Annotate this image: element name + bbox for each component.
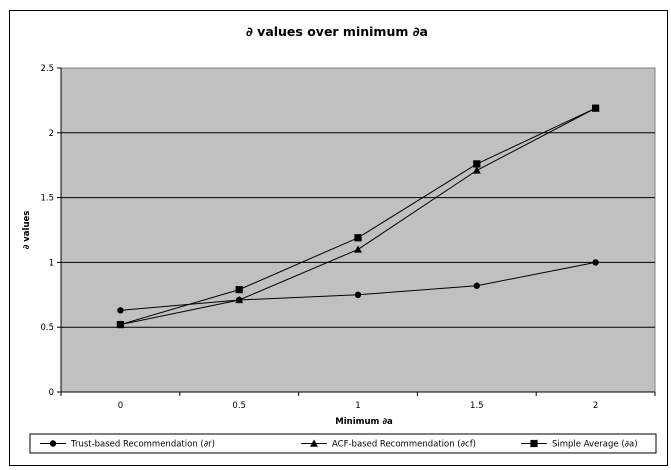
y-tick-label: 0 bbox=[49, 388, 54, 398]
axes bbox=[57, 67, 656, 396]
point-square bbox=[116, 321, 124, 329]
x-tick-label: 2 bbox=[593, 401, 598, 411]
y-axis-title: ∂ values bbox=[22, 211, 32, 250]
x-axis-title: Minimum ∂a bbox=[335, 417, 393, 427]
y-tick-label: 2 bbox=[49, 129, 54, 139]
point-square bbox=[473, 160, 481, 168]
legend-label: Trust-based Recommendation (∂r) bbox=[70, 440, 215, 450]
point-triangle bbox=[472, 166, 481, 174]
point-circle bbox=[354, 291, 362, 298]
legend: Trust-based Recommendation (∂r) ACF-based… bbox=[40, 439, 638, 450]
point-square bbox=[592, 104, 600, 112]
y-tick-label: 0.5 bbox=[40, 323, 54, 333]
legend-box bbox=[29, 433, 657, 454]
x-tick-label: 0 bbox=[118, 401, 123, 411]
legend-marker-triangle bbox=[310, 439, 318, 447]
point-circle bbox=[473, 282, 480, 289]
chart-title: ∂ values over minimum ∂a bbox=[246, 24, 428, 39]
point-triangle bbox=[235, 295, 244, 304]
legend-label: ACF-based Recommendation (∂cf) bbox=[332, 440, 476, 450]
legend-label: Simple Average (∂a) bbox=[552, 440, 638, 450]
legend-marker-square bbox=[530, 439, 538, 448]
point-triangle bbox=[354, 245, 362, 253]
legend-marker-circle bbox=[49, 440, 57, 447]
point-square bbox=[354, 234, 362, 242]
x-tick-label: 1 bbox=[355, 401, 360, 411]
gridlines bbox=[61, 132, 655, 328]
point-circle bbox=[117, 307, 124, 314]
x-tick-labels: 0 0.5 1 1.5 2 bbox=[118, 401, 599, 411]
point-square bbox=[235, 286, 243, 294]
y-tick-label: 2.5 bbox=[40, 64, 54, 74]
x-tick-label: 1.5 bbox=[470, 401, 484, 411]
plot-area bbox=[60, 67, 656, 393]
y-tick-label: 1.5 bbox=[40, 194, 54, 204]
point-circle bbox=[592, 259, 599, 266]
series-markers bbox=[116, 104, 600, 329]
x-tick-label: 0.5 bbox=[232, 401, 246, 411]
y-tick-labels: 0 0.5 1 1.5 2 2.5 bbox=[40, 64, 54, 398]
y-tick-label: 1 bbox=[49, 258, 54, 268]
